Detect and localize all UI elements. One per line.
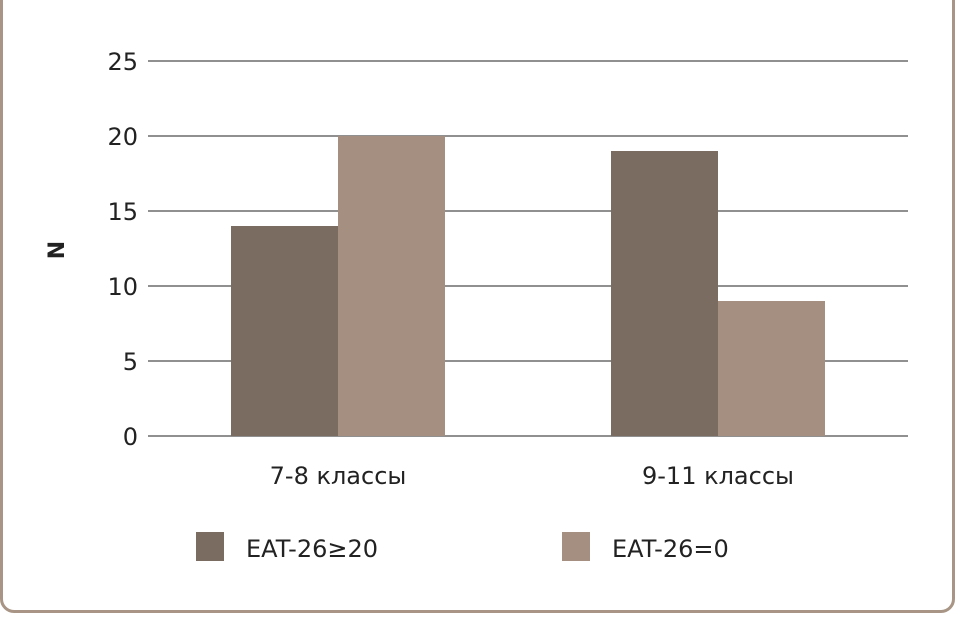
y-tick-label: 20 — [107, 123, 138, 151]
x-tick-label: 9-11 классы — [642, 462, 794, 490]
y-tick-label: 0 — [123, 423, 138, 451]
bar-2-1 — [338, 136, 445, 436]
legend-swatch — [562, 532, 590, 561]
legend-label: EAT-26≥20 — [246, 535, 378, 563]
bar-2-2 — [718, 301, 825, 436]
y-tick-label: 15 — [107, 198, 138, 226]
legend-label: EAT-26=0 — [612, 535, 729, 563]
x-tick-label: 7-8 классы — [270, 462, 407, 490]
bar-1-1 — [231, 226, 338, 436]
y-tick-label: 5 — [123, 348, 138, 376]
legend-swatch — [196, 532, 224, 561]
y-axis-label: N — [45, 241, 70, 259]
y-tick-label: 25 — [107, 48, 138, 76]
y-tick-label: 10 — [107, 273, 138, 301]
bar-1-2 — [611, 151, 718, 436]
